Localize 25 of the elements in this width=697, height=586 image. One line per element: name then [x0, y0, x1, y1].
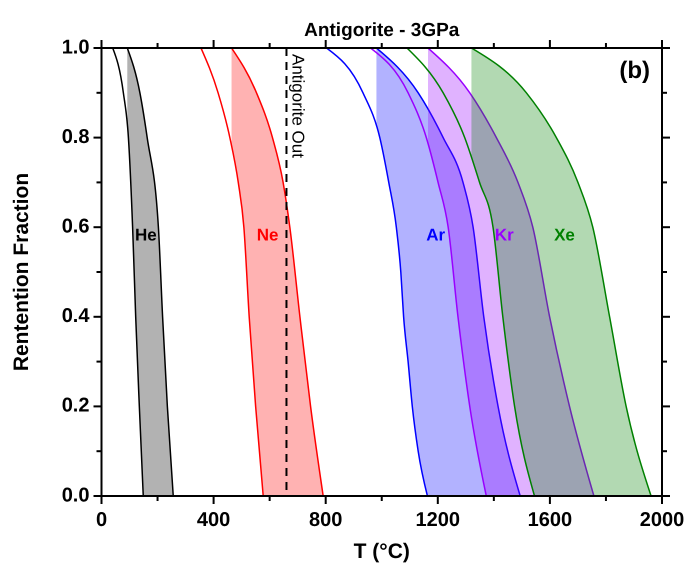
y-tick-label: 0.2 [62, 394, 90, 417]
series-label: He [134, 226, 157, 245]
x-tick-label: 2000 [640, 509, 684, 531]
line-series [326, 48, 428, 496]
y-tick-label: 0.0 [62, 484, 90, 506]
series-label: Xe [554, 226, 575, 245]
y-tick-label: 0.6 [62, 215, 90, 238]
line-series [370, 48, 488, 496]
line-series [406, 48, 536, 496]
chart-title: Antigorite - 3GPa [304, 20, 460, 41]
series-label: Kr [494, 226, 514, 245]
y-tick-label: 0.4 [62, 305, 90, 328]
x-tick-label: 0 [96, 509, 108, 531]
x-tick-label: 400 [196, 509, 230, 531]
ref-line-label: Antigorite Out [288, 54, 308, 158]
y-tick-label: 1.0 [62, 36, 90, 58]
series-label: Ar [426, 226, 446, 245]
annotation: (b) [619, 57, 650, 84]
y-tick-label: 0.8 [62, 126, 90, 148]
x-tick-label: 800 [309, 509, 342, 531]
y-axis-title: Rentention Fraction [10, 172, 33, 372]
x-tick-label: 1600 [528, 509, 572, 531]
x-axis-title: T (°C) [354, 540, 410, 563]
series-label: Ne [256, 226, 278, 245]
x-tick-label: 1200 [416, 509, 460, 531]
